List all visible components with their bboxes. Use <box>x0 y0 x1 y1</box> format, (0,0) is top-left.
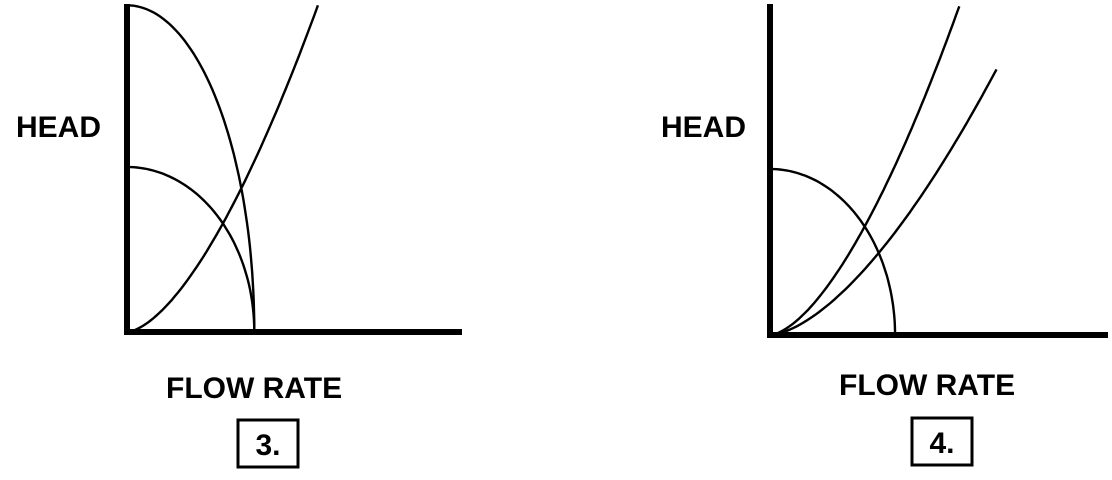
panel-4-system-curve-shallow <box>769 68 998 337</box>
panel-4-y-label: HEAD <box>661 111 746 144</box>
panel-4: HEAD FLOW RATE 4. <box>661 4 1108 467</box>
panel-3-number: 3. <box>255 429 280 462</box>
panel-4-pump-curve <box>769 167 897 336</box>
panel-4-number: 4. <box>929 427 954 460</box>
panel-3-x-label: FLOW RATE <box>166 372 342 405</box>
panel-4-system-curve-steep <box>769 5 961 337</box>
panel-3: HEAD FLOW RATE 3. <box>16 4 462 469</box>
panel-3-pump-curve-high <box>126 4 256 332</box>
panel-4-x-label: FLOW RATE <box>839 369 1015 402</box>
panel-3-system-curve <box>126 4 320 334</box>
panel-3-y-label: HEAD <box>16 111 101 144</box>
panel-4-number-box <box>910 416 974 467</box>
panel-3-pump-curve-low <box>126 165 256 332</box>
panel-3-number-box <box>236 418 300 469</box>
